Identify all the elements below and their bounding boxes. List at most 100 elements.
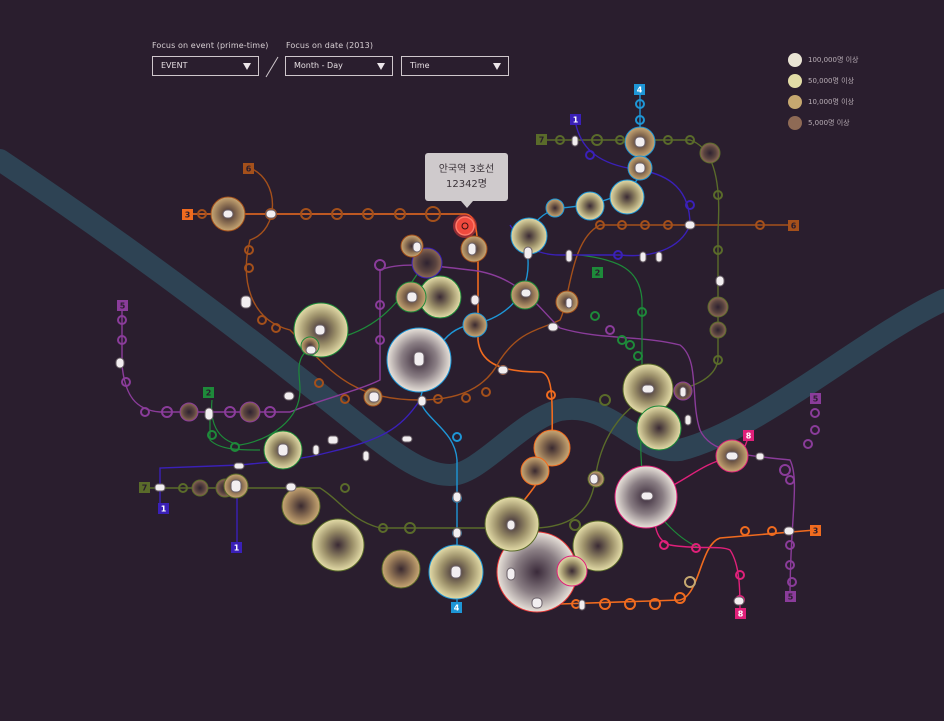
station-marker bbox=[375, 300, 385, 310]
station-bubble bbox=[281, 486, 321, 526]
station-marker bbox=[633, 351, 643, 361]
transfer-marker bbox=[565, 297, 573, 309]
station-marker bbox=[555, 135, 565, 145]
transfer-marker bbox=[285, 482, 297, 492]
station-bubble bbox=[707, 296, 729, 318]
station-bubble bbox=[462, 312, 488, 338]
station-marker bbox=[585, 150, 595, 160]
transfer-marker bbox=[362, 450, 370, 462]
station-marker bbox=[787, 577, 797, 587]
line-badge bbox=[117, 300, 128, 311]
highlighted-station bbox=[453, 214, 477, 238]
transfer-marker bbox=[222, 209, 234, 219]
transfer-marker bbox=[497, 365, 509, 375]
transfer-marker bbox=[413, 351, 425, 367]
line-badge bbox=[203, 387, 214, 398]
station-marker bbox=[810, 425, 820, 435]
station-marker bbox=[605, 325, 615, 335]
transfer-marker bbox=[368, 391, 380, 403]
station-marker bbox=[740, 526, 750, 536]
station-bubble bbox=[533, 429, 571, 467]
station-marker bbox=[394, 208, 406, 220]
line-2 bbox=[211, 269, 421, 446]
line-badge-text: 4 bbox=[454, 604, 460, 613]
time-select-value: Time bbox=[410, 61, 430, 70]
station-marker bbox=[362, 208, 374, 220]
line-badge bbox=[182, 209, 193, 220]
station-bubble bbox=[575, 191, 605, 221]
transfer-marker bbox=[733, 596, 745, 606]
station-marker bbox=[635, 115, 645, 125]
station-marker bbox=[599, 394, 611, 406]
line-badge-text: 3 bbox=[185, 211, 191, 220]
station-marker bbox=[640, 220, 650, 230]
caret-down-icon bbox=[243, 63, 251, 70]
line-badge-text: 6 bbox=[791, 222, 797, 231]
line-badge bbox=[785, 591, 796, 602]
station-marker bbox=[617, 335, 627, 345]
station-marker bbox=[785, 540, 795, 550]
station-marker bbox=[685, 200, 695, 210]
station-marker bbox=[637, 307, 647, 317]
station-marker bbox=[117, 335, 127, 345]
station-marker bbox=[663, 135, 673, 145]
station-marker bbox=[425, 206, 441, 222]
transfer-marker bbox=[520, 288, 532, 298]
transfer-marker bbox=[640, 491, 654, 501]
transfer-marker bbox=[452, 491, 462, 503]
station-marker bbox=[713, 190, 723, 200]
transfer-marker bbox=[467, 242, 477, 256]
station-tooltip: 안국역 3호선 12342명 bbox=[425, 153, 508, 208]
transfer-marker bbox=[401, 435, 413, 443]
transfer-marker bbox=[283, 391, 295, 401]
transfer-marker bbox=[412, 241, 422, 253]
station-bubble bbox=[411, 247, 443, 279]
transfer-marker bbox=[506, 519, 516, 531]
station-marker bbox=[767, 526, 777, 536]
station-marker bbox=[224, 406, 236, 418]
station-bubble bbox=[572, 520, 624, 572]
line-badge-text: 5 bbox=[120, 302, 126, 311]
station-marker bbox=[314, 378, 324, 388]
station-marker bbox=[300, 208, 312, 220]
station-marker bbox=[178, 483, 188, 493]
station-bubble bbox=[520, 456, 550, 486]
transfer-marker bbox=[230, 479, 242, 493]
date-select[interactable]: Month - Day bbox=[285, 56, 393, 76]
transfer-marker bbox=[684, 414, 692, 426]
line-badge bbox=[735, 608, 746, 619]
line-badge-text: 4 bbox=[637, 86, 643, 95]
line-badge-text: 2 bbox=[595, 269, 601, 278]
line-badge-text: 6 bbox=[246, 165, 252, 174]
time-select[interactable]: Time bbox=[401, 56, 509, 76]
station-marker bbox=[207, 430, 217, 440]
station-marker bbox=[735, 570, 745, 580]
station-marker bbox=[713, 245, 723, 255]
line-badge-text: 1 bbox=[573, 116, 579, 125]
station-bubble bbox=[179, 402, 199, 422]
transfer-marker bbox=[531, 597, 543, 609]
station-marker bbox=[374, 259, 386, 271]
transfer-marker bbox=[655, 251, 663, 263]
station-bubble bbox=[191, 479, 209, 497]
transfer-marker bbox=[578, 599, 586, 611]
station-marker bbox=[340, 394, 350, 404]
caret-down-icon bbox=[493, 63, 501, 70]
event-filter-label: Focus on event (prime-time) bbox=[152, 41, 269, 50]
station-bubble bbox=[609, 179, 645, 215]
line-badge bbox=[536, 134, 547, 145]
line-badge bbox=[139, 482, 150, 493]
station-marker bbox=[785, 560, 795, 570]
station-marker bbox=[461, 393, 471, 403]
station-bubble bbox=[636, 405, 682, 451]
station-bubble bbox=[556, 555, 588, 587]
transfer-marker bbox=[305, 345, 317, 355]
station-marker bbox=[615, 135, 625, 145]
transfer-marker bbox=[547, 322, 559, 332]
station-marker bbox=[755, 220, 765, 230]
line-badge bbox=[158, 503, 169, 514]
line-badge bbox=[810, 525, 821, 536]
event-select[interactable]: EVENT bbox=[152, 56, 259, 76]
